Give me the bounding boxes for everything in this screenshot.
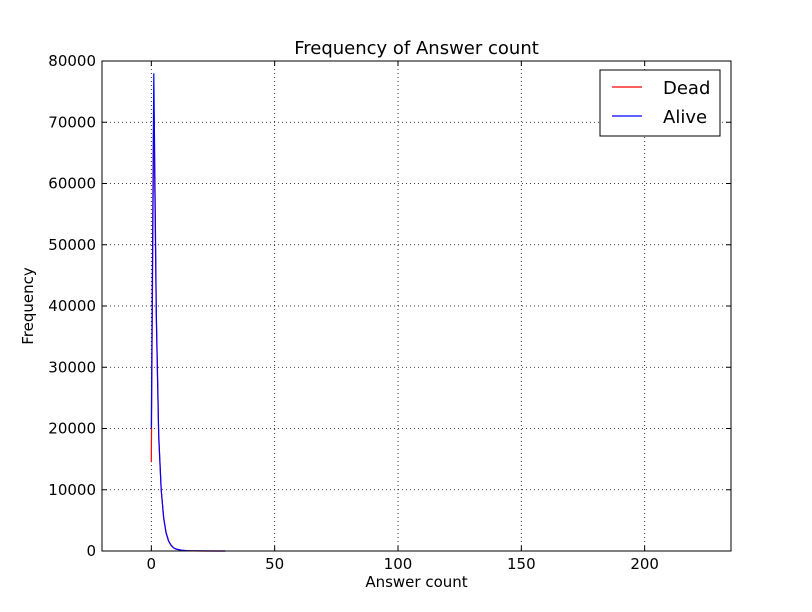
x-tick-label: 200 bbox=[630, 555, 659, 573]
y-tick-label: 40000 bbox=[48, 297, 96, 315]
y-tick-label: 30000 bbox=[48, 358, 96, 376]
y-tick-label: 50000 bbox=[48, 236, 96, 254]
legend-label-alive: Alive bbox=[663, 107, 707, 128]
y-tick-label: 60000 bbox=[48, 175, 96, 193]
x-tick-label: 100 bbox=[384, 555, 413, 573]
x-tick-label: 0 bbox=[147, 555, 157, 573]
y-tick-label: 20000 bbox=[48, 420, 96, 438]
legend-box bbox=[599, 69, 721, 137]
y-axis-label: Frequency bbox=[19, 267, 37, 345]
chart-title: Frequency of Answer count bbox=[294, 38, 539, 59]
x-tick-label: 50 bbox=[265, 555, 284, 573]
legend-label-dead: Dead bbox=[663, 78, 710, 99]
y-tick-label: 0 bbox=[86, 542, 96, 560]
y-tick-label: 10000 bbox=[48, 481, 96, 499]
legend: Dead Alive bbox=[599, 69, 721, 137]
x-tick-label: 150 bbox=[507, 555, 536, 573]
ticks: 0 50 100 150 200 0 10000 20000 30000 40000 50000 60… bbox=[48, 52, 731, 573]
y-tick-label: 70000 bbox=[48, 113, 96, 131]
x-axis-label: Answer count bbox=[365, 573, 467, 591]
y-tick-label: 80000 bbox=[48, 52, 96, 70]
grid bbox=[102, 60, 731, 552]
